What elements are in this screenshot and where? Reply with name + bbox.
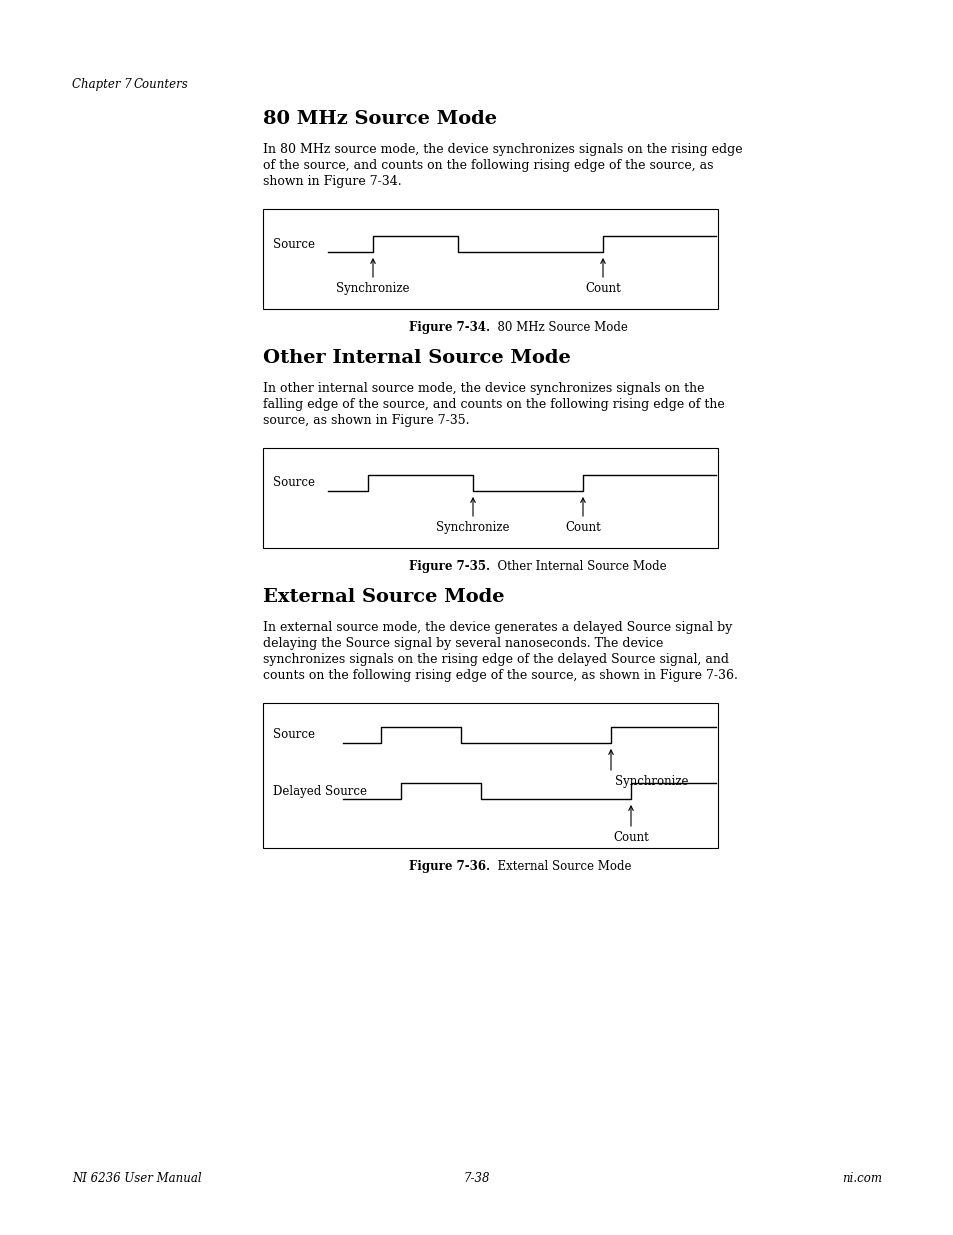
Text: Figure 7-34.: Figure 7-34. — [409, 321, 490, 333]
Text: External Source Mode: External Source Mode — [490, 860, 631, 873]
Text: External Source Mode: External Source Mode — [263, 588, 504, 606]
Text: Count: Count — [564, 521, 600, 534]
Text: Figure 7-35.: Figure 7-35. — [409, 559, 490, 573]
Text: Other Internal Source Mode: Other Internal Source Mode — [263, 350, 570, 367]
Bar — [263, 448, 718, 548]
Text: delaying the Source signal by several nanoseconds. The device: delaying the Source signal by several na… — [263, 637, 662, 650]
Text: Source: Source — [273, 729, 314, 741]
Text: synchronizes signals on the rising edge of the delayed Source signal, and: synchronizes signals on the rising edge … — [263, 653, 728, 666]
Text: counts on the following rising edge of the source, as shown in Figure 7-36.: counts on the following rising edge of t… — [263, 669, 737, 682]
Text: shown in Figure 7-34.: shown in Figure 7-34. — [263, 175, 401, 188]
Text: Synchronize: Synchronize — [335, 282, 410, 295]
Text: Synchronize: Synchronize — [436, 521, 509, 534]
Bar — [263, 209, 718, 309]
Text: Counters: Counters — [133, 78, 189, 91]
Text: Chapter 7: Chapter 7 — [71, 78, 132, 91]
Text: Synchronize: Synchronize — [615, 776, 688, 788]
Text: Source: Source — [273, 237, 314, 251]
Text: Other Internal Source Mode: Other Internal Source Mode — [490, 559, 666, 573]
Text: ni.com: ni.com — [841, 1172, 882, 1186]
Bar — [263, 703, 718, 848]
Text: In 80 MHz source mode, the device synchronizes signals on the rising edge: In 80 MHz source mode, the device synchr… — [263, 143, 741, 156]
Text: of the source, and counts on the following rising edge of the source, as: of the source, and counts on the followi… — [263, 159, 713, 172]
Text: In other internal source mode, the device synchronizes signals on the: In other internal source mode, the devic… — [263, 382, 703, 395]
Text: Figure 7-36.: Figure 7-36. — [409, 860, 490, 873]
Text: source, as shown in Figure 7-35.: source, as shown in Figure 7-35. — [263, 414, 469, 427]
Text: falling edge of the source, and counts on the following rising edge of the: falling edge of the source, and counts o… — [263, 398, 724, 411]
Text: Count: Count — [613, 831, 648, 844]
Text: 80 MHz Source Mode: 80 MHz Source Mode — [263, 110, 497, 128]
Text: In external source mode, the device generates a delayed Source signal by: In external source mode, the device gene… — [263, 621, 732, 634]
Text: Count: Count — [584, 282, 620, 295]
Text: Delayed Source: Delayed Source — [273, 784, 367, 798]
Text: 7-38: 7-38 — [463, 1172, 490, 1186]
Text: Source: Source — [273, 477, 314, 489]
Text: NI 6236 User Manual: NI 6236 User Manual — [71, 1172, 201, 1186]
Text: 80 MHz Source Mode: 80 MHz Source Mode — [490, 321, 627, 333]
